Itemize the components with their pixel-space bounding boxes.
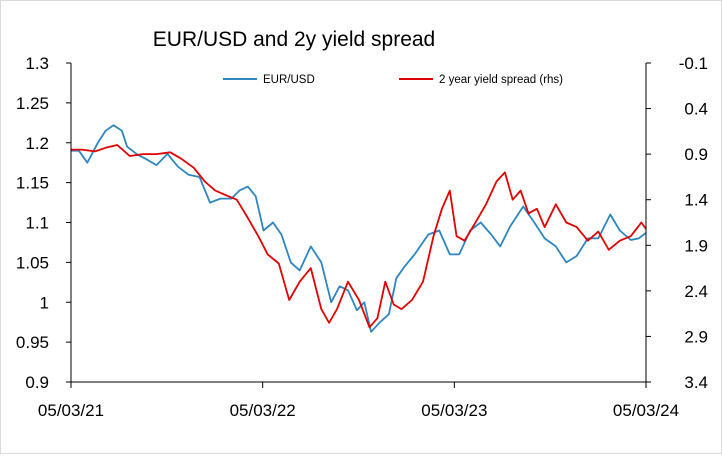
axes-layer: 1.3 1.25 1.2 1.15 1.1 1.05 1 0.95 0.9 -0.1 0.4 0.9 1… bbox=[16, 54, 708, 420]
right-y-tick-label: 3.4 bbox=[684, 373, 708, 392]
legend-label-eurusd: EUR/USD bbox=[263, 74, 315, 86]
right-y-tick-label: 2.4 bbox=[684, 282, 708, 301]
right-y-tick-label: 2.9 bbox=[684, 327, 708, 346]
left-y-tick-label: 1.2 bbox=[25, 134, 49, 153]
left-y-tick-label: 1.3 bbox=[25, 54, 49, 73]
legend-label-yield-spread: 2 year yield spread (rhs) bbox=[439, 74, 563, 86]
right-y-tick-label: -0.1 bbox=[679, 54, 708, 73]
x-tick-label: 05/03/22 bbox=[230, 401, 296, 420]
series-line-yield-spread bbox=[71, 144, 647, 329]
right-y-tick-label: 1.4 bbox=[684, 191, 708, 210]
left-y-tick-label: 1 bbox=[40, 293, 49, 312]
left-y-tick-label: 1.05 bbox=[16, 253, 49, 272]
series-layer bbox=[71, 124, 647, 333]
left-y-tick-label: 1.25 bbox=[16, 94, 49, 113]
right-y-tick-label: 0.9 bbox=[684, 145, 708, 164]
chart-title: EUR/USD and 2y yield spread bbox=[153, 28, 435, 51]
left-y-tick-label: 1.15 bbox=[16, 174, 49, 193]
series-line-eurusd bbox=[71, 124, 647, 333]
right-y-tick-label: 0.4 bbox=[684, 100, 708, 119]
x-tick-label: 05/03/24 bbox=[613, 401, 679, 420]
left-y-tick-label: 0.9 bbox=[25, 373, 49, 392]
right-y-tick-label: 1.9 bbox=[684, 236, 708, 255]
x-tick-label: 05/03/21 bbox=[38, 401, 104, 420]
left-y-tick-label: 0.95 bbox=[16, 333, 49, 352]
x-tick-label: 05/03/23 bbox=[421, 401, 487, 420]
left-y-tick-label: 1.1 bbox=[25, 214, 49, 233]
legend: EUR/USD 2 year yield spread (rhs) bbox=[223, 74, 563, 86]
